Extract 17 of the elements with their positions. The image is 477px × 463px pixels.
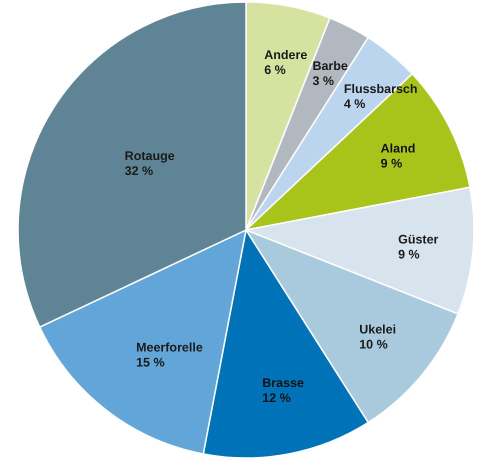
data-label: 32 % <box>124 164 154 178</box>
data-label: 6 % <box>264 63 286 78</box>
slice-label: Güster <box>398 232 439 247</box>
data-label: 9 % <box>380 156 402 170</box>
data-label: 15 % <box>136 356 165 370</box>
slice-label: Andere <box>264 48 308 62</box>
slice-label: Ukelei <box>359 322 396 336</box>
slice-label: Aland <box>380 141 416 156</box>
slice-label: Barbe <box>312 59 348 74</box>
data-label: 10 % <box>359 337 388 352</box>
data-label: 3 % <box>312 74 334 88</box>
slice-label: Brasse <box>262 376 304 390</box>
data-label: 12 % <box>262 390 291 405</box>
slice-label: Meerforelle <box>136 340 203 355</box>
data-label: 4 % <box>344 96 366 111</box>
slice-label: Rotauge <box>124 148 175 163</box>
data-label: 9 % <box>398 248 420 262</box>
